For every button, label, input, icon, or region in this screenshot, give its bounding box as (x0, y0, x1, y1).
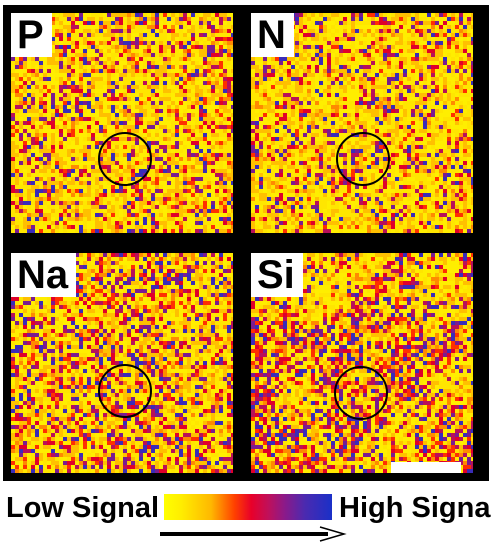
map-panel-p: P (11, 13, 233, 233)
scale-bar (391, 462, 461, 473)
color-legend: Low Signal High Signal (0, 490, 492, 552)
map-panel-n: N (251, 13, 473, 233)
color-gradient-bar (164, 494, 332, 520)
map-panel-na: Na (11, 253, 233, 473)
map-panel-si: Si (251, 253, 473, 473)
panel-label-si: Si (251, 253, 303, 297)
panel-label-na: Na (11, 253, 77, 297)
panel-label-p: P (11, 13, 52, 57)
panel-label-n: N (251, 13, 294, 57)
low-signal-label: Low Signal (6, 492, 160, 524)
element-map-grid: P N Na Si (3, 5, 489, 481)
arrow-right-icon (160, 526, 347, 542)
high-signal-label: High Signal (339, 492, 492, 524)
